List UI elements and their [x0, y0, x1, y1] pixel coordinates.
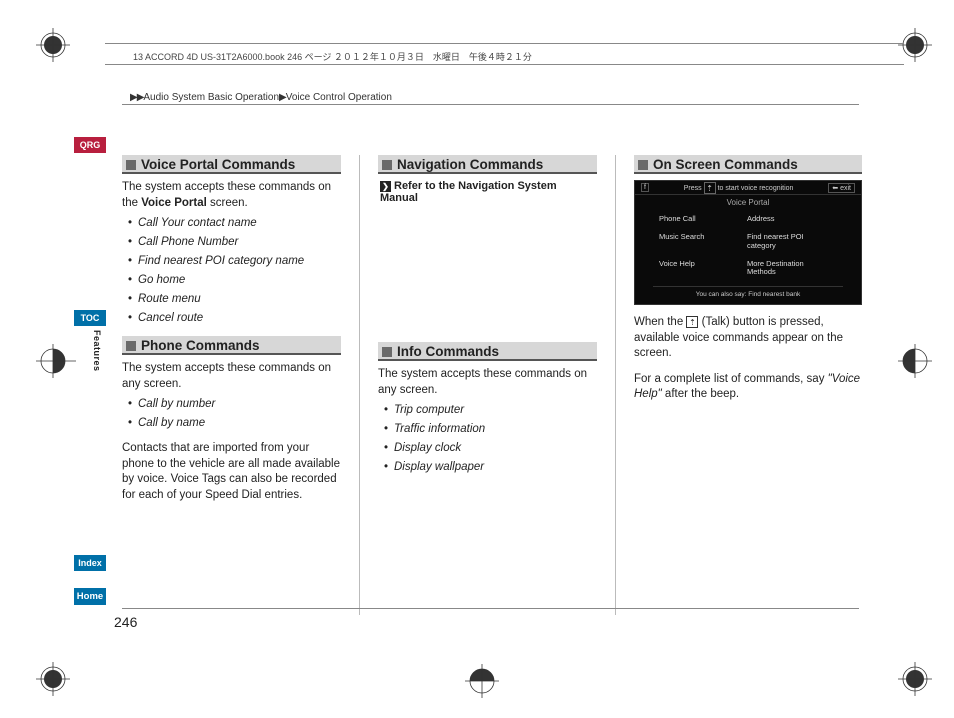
list-item: Trip computer: [384, 404, 597, 416]
screen-title: Voice Portal: [635, 195, 861, 210]
list-item: Traffic information: [384, 423, 597, 435]
crop-mark-bc: [465, 664, 505, 704]
voice-portal-list: Call Your contact name Call Phone Number…: [128, 217, 341, 324]
text-bold: Voice Portal: [141, 197, 207, 209]
screen-topbar: f Press ⇡ to start voice recognition ⬅ e…: [635, 181, 861, 195]
list-item: Call by number: [128, 398, 341, 410]
breadcrumb-seg2: Voice Control Operation: [286, 92, 392, 103]
breadcrumb-arrow-icon: ▶▶: [130, 92, 143, 103]
list-item: Display clock: [384, 442, 597, 454]
list-item: Go home: [128, 274, 341, 286]
screen-button: Voice Help: [657, 255, 745, 282]
section-onscreen: On Screen Commands: [634, 155, 862, 174]
section-voice-portal: Voice Portal Commands: [122, 155, 341, 174]
talk-icon: ⇡: [704, 182, 716, 194]
sidebar-features-label: Features: [92, 330, 102, 372]
crop-mark-bl: [36, 662, 76, 702]
column-separator: [359, 155, 360, 615]
tab-home[interactable]: Home: [74, 588, 106, 605]
square-icon: [126, 160, 136, 170]
section-title: On Screen Commands: [653, 157, 798, 172]
header-bookline: 13 ACCORD 4D US-31T2A6000.book 246 ページ ２…: [133, 50, 532, 63]
spacer: [378, 214, 597, 342]
tab-index[interactable]: Index: [74, 555, 106, 571]
crop-mark-mr: [898, 344, 938, 384]
screen-button: More Destination Methods: [745, 255, 833, 282]
section-title: Phone Commands: [141, 338, 260, 353]
header-rule-top: [105, 43, 904, 44]
square-icon: [382, 347, 392, 357]
text: When the: [634, 316, 686, 328]
breadcrumb-arrow-icon: ▶: [279, 92, 286, 103]
nav-ref: ❯Refer to the Navigation System Manual: [378, 180, 597, 204]
screen-footer: You can also say: Find nearest bank: [653, 286, 843, 298]
list-item: Call by name: [128, 417, 341, 429]
list-item: Find nearest POI category name: [128, 255, 341, 267]
list-item: Cancel route: [128, 312, 341, 324]
screen-grid: Phone Call Address Music Search Find nea…: [635, 210, 861, 281]
screen-button: Find nearest POI category: [745, 228, 833, 255]
list-item: Display wallpaper: [384, 461, 597, 473]
screen-button: Phone Call: [657, 210, 745, 228]
crop-mark-tl: [36, 28, 76, 68]
fb-icon: f: [641, 183, 649, 192]
text: For a complete list of commands, say: [634, 373, 828, 385]
info-list: Trip computer Traffic information Displa…: [384, 404, 597, 473]
tab-toc[interactable]: TOC: [74, 310, 106, 326]
list-item: Call Your contact name: [128, 217, 341, 229]
screen-button: Music Search: [657, 228, 745, 255]
column-separator: [615, 155, 616, 615]
ref-text: Refer to the Navigation System Manual: [380, 180, 557, 204]
text: after the beep.: [662, 388, 739, 400]
breadcrumb-seg1: Audio System Basic Operation: [143, 92, 279, 103]
info-intro: The system accepts these commands on any…: [378, 367, 597, 398]
column-2: Navigation Commands ❯Refer to the Naviga…: [378, 155, 597, 615]
talk-icon: ⇡: [686, 316, 698, 328]
voice-portal-screenshot: f Press ⇡ to start voice recognition ⬅ e…: [634, 180, 862, 305]
footer-rule: [122, 608, 859, 609]
phone-intro: The system accepts these commands on any…: [122, 361, 341, 392]
section-title: Navigation Commands: [397, 157, 543, 172]
crop-mark-tr: [898, 28, 938, 68]
list-item: Call Phone Number: [128, 236, 341, 248]
text: exit: [840, 185, 851, 192]
column-3: On Screen Commands f Press ⇡ to start vo…: [634, 155, 862, 615]
onscreen-para2: For a complete list of commands, say "Vo…: [634, 372, 862, 403]
breadcrumb-underline: [122, 104, 859, 105]
phone-list: Call by number Call by name: [128, 398, 341, 429]
reference-icon: ❯: [380, 181, 391, 192]
voice-portal-intro: The system accepts these commands on the…: [122, 180, 341, 211]
tab-qrg[interactable]: QRG: [74, 137, 106, 153]
page-number: 246: [114, 614, 137, 630]
screen-top-text: Press ⇡ to start voice recognition: [684, 182, 794, 194]
text: Press: [684, 184, 702, 191]
square-icon: [382, 160, 392, 170]
screen-exit: ⬅ exit: [828, 183, 855, 193]
section-title: Voice Portal Commands: [141, 157, 295, 172]
section-title: Info Commands: [397, 344, 499, 359]
screen-button: Address: [745, 210, 833, 228]
text: screen.: [207, 197, 248, 209]
column-1: Voice Portal Commands The system accepts…: [122, 155, 341, 615]
list-item: Route menu: [128, 293, 341, 305]
section-phone: Phone Commands: [122, 336, 341, 355]
section-info: Info Commands: [378, 342, 597, 361]
square-icon: [126, 341, 136, 351]
crop-mark-br: [898, 662, 938, 702]
breadcrumb: ▶▶Audio System Basic Operation▶Voice Con…: [130, 92, 392, 103]
section-navigation: Navigation Commands: [378, 155, 597, 174]
onscreen-para1: When the ⇡ (Talk) button is pressed, ava…: [634, 315, 862, 362]
text: to start voice recognition: [718, 184, 794, 191]
square-icon: [638, 160, 648, 170]
crop-mark-ml: [36, 344, 76, 384]
phone-footer: Contacts that are imported from your pho…: [122, 441, 341, 503]
header-rule-bottom: [105, 64, 904, 65]
